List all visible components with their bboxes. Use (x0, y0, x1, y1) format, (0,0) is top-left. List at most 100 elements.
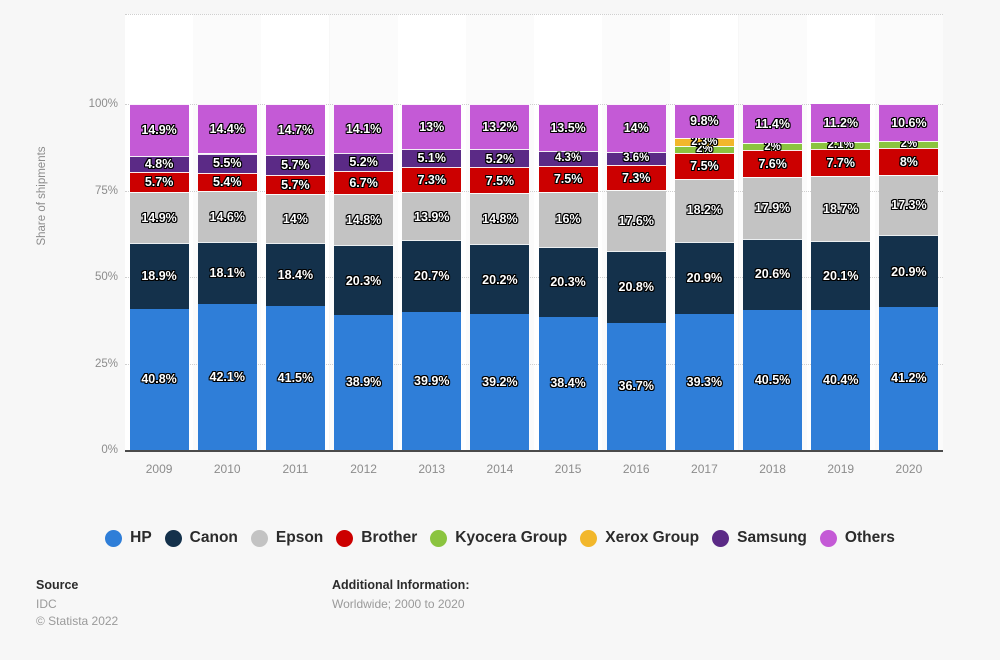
bar-segment[interactable]: 5.7% (265, 174, 325, 195)
bar-segment[interactable]: 20.7% (402, 240, 462, 312)
legend-item[interactable]: Samsung (712, 529, 807, 547)
bar-segment-label: 41.2% (891, 371, 927, 386)
bar-segment[interactable]: 10.6% (879, 104, 939, 141)
bar-segment[interactable]: 9.8% (674, 104, 734, 138)
bar-segment[interactable]: 41.2% (879, 307, 939, 450)
bar-segment[interactable]: 2.1% (811, 140, 871, 151)
bar-segment[interactable]: 3.6% (606, 152, 666, 165)
bar-segment[interactable]: 7.6% (743, 150, 803, 177)
bar-segment[interactable]: 18.4% (265, 242, 325, 307)
bar-segment[interactable]: 16% (538, 191, 598, 247)
bar-segment[interactable]: 20.1% (811, 240, 871, 311)
bar-segment[interactable]: 2% (879, 138, 939, 149)
bar-segment[interactable]: 36.7% (606, 323, 666, 450)
bar-stack[interactable]: 40.8% 18.9% 14.9% 5.7% 4.8% 14.9% (129, 104, 189, 450)
bar-segment[interactable]: 2% (743, 141, 803, 152)
bar-segment[interactable]: 41.5% (265, 306, 325, 450)
bar-segment[interactable]: 39.9% (402, 311, 462, 450)
bar-segment[interactable]: 13% (402, 104, 462, 150)
bar-stack[interactable]: 39.3% 20.9% 18.2% 7.5% 2% 2.3% 9.8% (674, 104, 734, 450)
bar-segment[interactable]: 17.3% (879, 175, 939, 236)
bar-segment[interactable]: 14.9% (129, 191, 189, 244)
bar-segment[interactable]: 20.8% (606, 251, 666, 324)
bar-segment[interactable]: 20.9% (879, 235, 939, 308)
bar-segment-label: 5.1% (417, 151, 447, 166)
bar-segment[interactable]: 11.2% (811, 104, 871, 143)
bar-segment[interactable]: 5.2% (470, 149, 530, 168)
legend-item[interactable]: Kyocera Group (430, 529, 567, 547)
bar-segment[interactable]: 14.6% (197, 191, 257, 242)
bar-stack[interactable]: 36.7% 20.8% 17.6% 7.3% 3.6% 14% (606, 104, 666, 450)
bar-segment[interactable]: 20.2% (470, 244, 530, 315)
bar-segment[interactable]: 14.8% (470, 193, 530, 245)
bar-stack[interactable]: 39.2% 20.2% 14.8% 7.5% 5.2% 13.2% (470, 104, 530, 450)
bar-segment[interactable]: 17.6% (606, 190, 666, 252)
bar-segment[interactable]: 17.9% (743, 176, 803, 239)
bar-segment[interactable]: 5.5% (197, 153, 257, 173)
bar-segment[interactable]: 14.4% (197, 104, 257, 154)
bar-segment[interactable]: 14% (606, 104, 666, 153)
legend-item[interactable]: Canon (164, 529, 238, 547)
bar-segment[interactable]: 13.5% (538, 104, 598, 151)
bar-segment[interactable]: 18.1% (197, 241, 257, 305)
bar-segment[interactable]: 5.7% (265, 154, 325, 175)
bar-segment[interactable]: 14% (265, 194, 325, 243)
bar-segment[interactable]: 8% (879, 147, 939, 176)
bar-segment[interactable]: 7.5% (674, 152, 734, 179)
bar-segment[interactable]: 40.5% (743, 309, 803, 450)
bar-segment[interactable]: 5.1% (402, 149, 462, 167)
bar-segment[interactable]: 11.4% (743, 104, 803, 144)
bar-segment[interactable]: 38.4% (538, 317, 598, 450)
legend-item[interactable]: Brother (336, 529, 417, 547)
bar-stack[interactable]: 41.2% 20.9% 17.3% 8% 2% 10.6% (879, 104, 939, 450)
bar-segment[interactable]: 14.1% (334, 104, 394, 153)
bar-stack[interactable]: 41.5% 18.4% 14% 5.7% 5.7% 14.7% (265, 104, 325, 450)
legend-item[interactable]: Xerox Group (580, 529, 699, 547)
bar-segment[interactable]: 4.8% (129, 155, 189, 173)
bar-segment[interactable]: 7.7% (811, 149, 871, 176)
x-axis-tick-label: 2013 (418, 462, 446, 476)
bar-segment[interactable]: 18.7% (811, 175, 871, 241)
bar-segment[interactable]: 7.3% (402, 166, 462, 193)
bar-segment[interactable]: 14.7% (265, 104, 325, 155)
bar-segment[interactable]: 14.8% (334, 193, 394, 246)
bar-segment[interactable]: 40.8% (129, 308, 189, 450)
bar-segment[interactable]: 4.3% (538, 150, 598, 166)
bar-segment[interactable]: 5.2% (334, 152, 394, 171)
bar-segment[interactable]: 39.3% (674, 314, 734, 450)
bar-segment[interactable]: 39.2% (470, 314, 530, 450)
bar-segment[interactable]: 20.3% (334, 245, 394, 316)
bar-segment[interactable]: 2% (674, 144, 734, 155)
bar-segment[interactable]: 38.9% (334, 315, 394, 450)
bar-stack[interactable]: 38.9% 20.3% 14.8% 6.7% 5.2% 14.1% (334, 104, 394, 450)
bar-segment[interactable]: 14.9% (129, 104, 189, 156)
bar-segment[interactable]: 7.5% (470, 167, 530, 194)
bar-segment[interactable]: 42.1% (197, 304, 257, 450)
bar-segment[interactable]: 7.3% (606, 164, 666, 191)
bar-stack[interactable]: 40.4% 20.1% 18.7% 7.7% 2.1% 11.2% (811, 104, 871, 450)
bar-stack[interactable]: 38.4% 20.3% 16% 7.5% 4.3% 13.5% (538, 104, 598, 450)
bar-segment[interactable]: 18.9% (129, 243, 189, 309)
bar-segment[interactable]: 2.3% (674, 136, 734, 147)
bar-segment[interactable]: 5.7% (129, 172, 189, 192)
legend-item[interactable]: Others (819, 529, 895, 547)
legend-item[interactable]: Epson (250, 529, 323, 547)
bar-segment[interactable]: 5.4% (197, 172, 257, 192)
bar-segment[interactable]: 18.2% (674, 178, 734, 242)
legend-item[interactable]: HP (105, 529, 152, 547)
bar-segment[interactable]: 13.9% (402, 192, 462, 241)
bar-segment-label: 14.8% (345, 212, 382, 227)
bar-stack[interactable]: 42.1% 18.1% 14.6% 5.4% 5.5% 14.4% (197, 104, 257, 450)
bar-segment-label: 14.9% (141, 210, 177, 225)
bar-stack[interactable]: 40.5% 20.6% 17.9% 7.6% 2% 11.4% (743, 104, 803, 450)
bar-segment[interactable]: 20.9% (674, 241, 734, 315)
bar-segment[interactable]: 20.3% (538, 246, 598, 318)
bar-segment[interactable]: 7.5% (538, 165, 598, 192)
bar-segment-label: 40.8% (141, 372, 177, 387)
bar-segment-label: 11.4% (755, 116, 790, 131)
bar-stack[interactable]: 39.9% 20.7% 13.9% 7.3% 5.1% 13% (402, 104, 462, 450)
bar-segment[interactable]: 13.2% (470, 104, 530, 150)
bar-segment[interactable]: 6.7% (334, 170, 394, 194)
bar-segment[interactable]: 20.6% (743, 238, 803, 310)
bar-segment[interactable]: 40.4% (811, 310, 871, 450)
